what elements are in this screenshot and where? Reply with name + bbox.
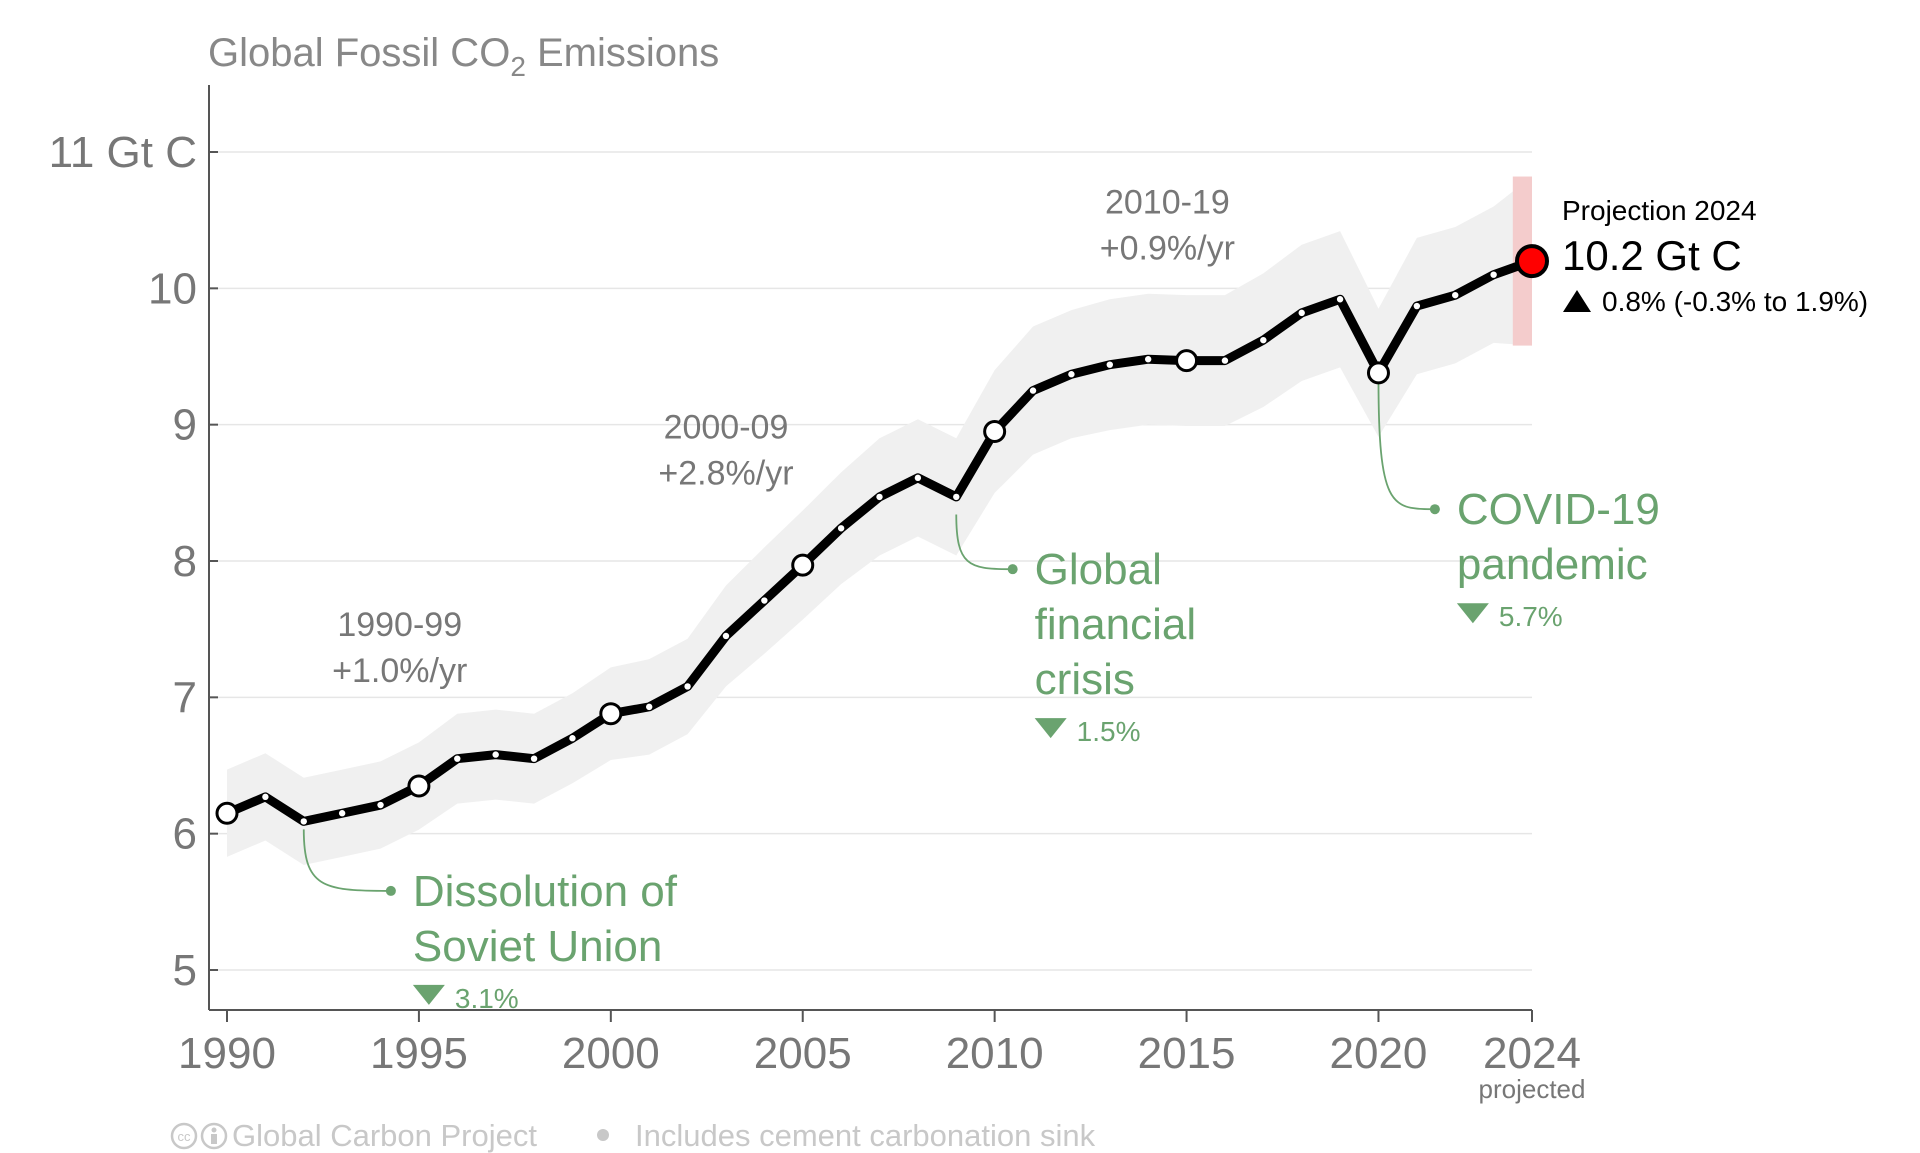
uncertainty-band <box>227 176 1532 866</box>
down-triangle-icon <box>1034 718 1067 739</box>
x-tick-label: 2024 <box>1483 1029 1581 1078</box>
event-label-line: Soviet Union <box>413 922 662 971</box>
data-point-minor <box>1068 371 1075 378</box>
data-point-minor <box>454 755 461 762</box>
data-point-major <box>1175 349 1199 373</box>
data-point-minor <box>1029 387 1037 394</box>
data-point-minor <box>1106 361 1113 368</box>
event-leader-dot <box>1429 504 1440 515</box>
down-triangle-icon <box>412 984 445 1005</box>
data-point-major <box>1366 361 1390 385</box>
data-point-minor <box>684 683 691 690</box>
data-point-minor <box>1144 356 1152 363</box>
by-icon-body <box>211 1134 217 1144</box>
x-tick-label: 2010 <box>946 1029 1044 1078</box>
title-subscript: 2 <box>510 51 526 82</box>
title-tail: Emissions <box>526 31 719 75</box>
data-point-minor <box>953 493 960 501</box>
data-point-minor <box>377 801 384 809</box>
axes-layer: 5 6 7 8 9 10 11 Gt C 1990 1995 2000 2005 2010 2015 20… <box>49 85 1586 1104</box>
footer-note: Includes cement carbonation sink <box>635 1118 1096 1153</box>
data-point-minor <box>761 597 768 604</box>
projection-value: 10.2 Gt C <box>1562 232 1742 279</box>
by-icon-head <box>211 1127 217 1133</box>
projection-change: 0.8% (-0.3% to 1.9%) <box>1602 286 1868 317</box>
data-point-minor <box>1336 296 1344 303</box>
cc-icon-glyph: cc <box>178 1129 192 1144</box>
x-tick-label: 1990 <box>178 1029 276 1078</box>
data-point-minor <box>1452 291 1459 299</box>
x-tick-label: 2005 <box>754 1029 852 1078</box>
y-tick-label: 9 <box>173 401 197 450</box>
annotations-layer: 1990-99 +1.0%/yr 2000-09 +2.8%/yr 2010-19 +0.… <box>302 183 1660 1014</box>
data-point-minor <box>837 525 845 532</box>
growth-period-label: 2010-19 <box>1105 183 1230 221</box>
projection-heading: Projection 2024 <box>1562 195 1757 226</box>
event-label-line: financial <box>1035 600 1196 649</box>
event-leader-dot <box>1007 564 1018 575</box>
event-label-line: pandemic <box>1457 540 1648 589</box>
data-point-minor <box>492 751 499 758</box>
event-drop-label: 3.1% <box>455 983 519 1014</box>
y-tick-label: 10 <box>148 264 197 313</box>
grid-layer <box>209 151 1532 971</box>
footer: cc Global Carbon Project Includes cement… <box>170 1118 1096 1153</box>
y-tick-label: 8 <box>173 537 197 586</box>
x-tick-sublabel: projected <box>1479 1074 1586 1104</box>
marker-layer <box>215 244 1549 825</box>
footer-credit: Global Carbon Project <box>232 1118 537 1153</box>
data-point-minor <box>722 632 730 640</box>
y-tick-label: 6 <box>173 810 197 859</box>
data-point-major <box>791 553 815 577</box>
event-label-line: Global <box>1035 545 1162 594</box>
data-point-minor <box>338 810 346 817</box>
data-point-minor <box>569 735 576 742</box>
y-tick-label: 7 <box>173 673 197 722</box>
event-drop-label: 1.5% <box>1077 716 1141 747</box>
data-point-minor <box>300 818 307 825</box>
y-tick-label: 11 Gt C <box>49 128 197 177</box>
growth-rate-label: +0.9%/yr <box>1100 229 1235 267</box>
data-point-minor <box>1221 357 1229 364</box>
x-tick-label: 2020 <box>1330 1029 1428 1078</box>
x-tick-label: 2015 <box>1138 1029 1236 1078</box>
event-leader-line <box>1377 378 1432 511</box>
growth-rate-label: +1.0%/yr <box>332 652 467 690</box>
data-point-minor <box>1298 309 1305 317</box>
data-point-major <box>407 774 431 798</box>
event-label-line: crisis <box>1035 655 1135 704</box>
by-icon <box>200 1122 228 1150</box>
growth-period-label: 1990-99 <box>337 606 462 644</box>
event-leader-dot <box>385 885 396 896</box>
data-point-minor <box>646 703 653 711</box>
event-leader-line <box>302 829 388 892</box>
event-label-line: Dissolution of <box>413 867 678 916</box>
chart-title: Global Fossil CO2 Emissions <box>208 31 719 82</box>
growth-rate-label: +2.8%/yr <box>658 454 793 492</box>
y-tick-label: 5 <box>173 946 197 995</box>
data-point-minor <box>530 755 538 762</box>
data-point-minor <box>1413 302 1421 310</box>
x-tick-label: 1995 <box>370 1029 468 1078</box>
up-triangle-icon <box>1563 290 1591 312</box>
footer-separator <box>597 1129 609 1141</box>
data-point-minor <box>1260 336 1267 344</box>
data-point-minor <box>262 793 269 801</box>
title-main: Global Fossil CO <box>208 31 510 75</box>
cc-icon <box>170 1122 198 1150</box>
data-point-minor <box>876 493 883 501</box>
event-label-line: COVID-19 <box>1457 485 1660 534</box>
growth-period-label: 2000-09 <box>664 408 789 446</box>
data-point-major <box>983 419 1007 443</box>
x-tick-label: 2000 <box>562 1029 660 1078</box>
event-leader-line <box>955 514 1010 571</box>
data-point-major <box>599 702 623 726</box>
data-point-minor <box>914 474 922 482</box>
event-drop-label: 5.7% <box>1499 601 1563 632</box>
data-point-major <box>215 801 239 825</box>
data-point-projection <box>1515 244 1549 279</box>
data-point-minor <box>1490 271 1497 278</box>
down-triangle-icon <box>1456 603 1489 624</box>
